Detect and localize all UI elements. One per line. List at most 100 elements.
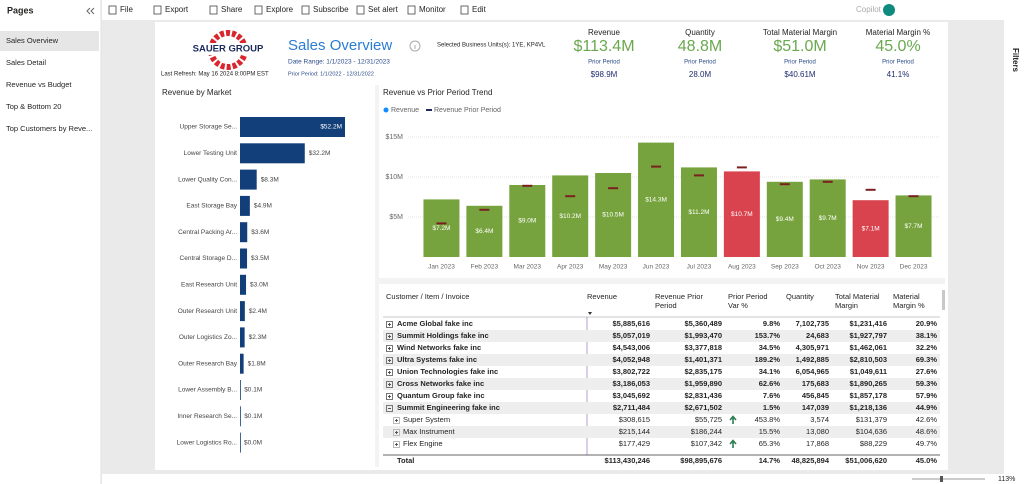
value-label: $10.5M	[602, 212, 624, 219]
toolbar-icon[interactable]	[407, 5, 416, 15]
zoom-level: 113%	[998, 476, 1015, 483]
value-label: $9.4M	[776, 216, 794, 223]
table-cell: $1,890,265	[849, 379, 887, 388]
table-cell: $215,144	[618, 427, 650, 436]
column-header[interactable]: Revenue Prior Period	[655, 292, 703, 310]
category-label: East Storage Bay	[186, 203, 237, 210]
page-link[interactable]: Sales Detail	[6, 58, 46, 67]
table-cell: 7.6%	[762, 391, 780, 400]
toolbar-item[interactable]: File	[120, 5, 133, 14]
category-label: Lower Testing Unit	[184, 150, 238, 157]
toolbar-item[interactable]: Export	[165, 5, 189, 14]
scrollbar	[942, 290, 945, 310]
table-cell: $5,360,489	[684, 319, 722, 328]
column-header[interactable]: Material Margin %	[893, 292, 925, 310]
page-link[interactable]: Top & Bottom 20	[6, 102, 61, 111]
page-link[interactable]: Top Customers by Reve...	[6, 124, 92, 133]
bar	[852, 200, 889, 257]
kpi-prior-label: Prior Period	[784, 60, 816, 66]
table-cell: 17,868	[806, 439, 829, 448]
bar	[240, 143, 305, 164]
bar	[809, 179, 846, 257]
expander[interactable]	[386, 405, 393, 412]
expander[interactable]	[393, 441, 400, 448]
x-tick-label: Dec 2023	[900, 264, 928, 271]
row-background	[383, 354, 940, 366]
toolbar-icon[interactable]	[254, 5, 263, 15]
table-cell: 44.9%	[915, 403, 937, 412]
info-icon[interactable]	[409, 40, 421, 52]
expander[interactable]	[393, 429, 400, 436]
table-cell: $131,379	[855, 415, 887, 424]
value-label: $1.8M	[248, 360, 266, 367]
expander[interactable]	[386, 345, 393, 352]
value-label: $7.2M	[432, 225, 450, 232]
table-cell: $2,810,503	[849, 355, 887, 364]
expander[interactable]	[386, 369, 393, 376]
bar	[240, 248, 248, 269]
bar	[723, 171, 760, 257]
table-cell: 453.8%	[754, 415, 780, 424]
table-cell: $1,231,416	[849, 319, 887, 328]
filters-label[interactable]: Filters	[1011, 48, 1020, 73]
table-cell: $5,885,616	[612, 319, 650, 328]
pages-pane	[0, 0, 101, 484]
category-label: Upper Storage Se...	[180, 124, 238, 131]
table-cell: $4,543,006	[612, 343, 650, 352]
toolbar-item[interactable]: Set alert	[368, 5, 399, 14]
expander[interactable]	[386, 381, 393, 388]
value-label: $0.0M	[244, 439, 262, 446]
expander[interactable]	[386, 321, 393, 328]
column-header[interactable]: Prior Period Var %	[728, 292, 768, 310]
row-background	[383, 330, 940, 342]
collapse-icon[interactable]	[90, 7, 95, 15]
toolbar-icon[interactable]	[460, 5, 469, 15]
filters-pane	[1004, 20, 1024, 474]
expander[interactable]	[386, 393, 393, 400]
toolbar-icon[interactable]	[108, 5, 117, 15]
toolbar-icon[interactable]	[209, 5, 218, 15]
expander[interactable]	[393, 417, 400, 424]
toolbar-item[interactable]: Subscribe	[313, 5, 349, 14]
kpi-value: $113.4M	[573, 38, 634, 55]
x-tick-label: Jul 2023	[687, 264, 712, 271]
bar	[240, 222, 248, 243]
pages-title: Pages	[7, 5, 34, 15]
bar	[240, 380, 241, 400]
category-label: Lower Quality Con...	[178, 176, 237, 183]
row-label: Super System	[403, 415, 451, 424]
page-link[interactable]: Revenue vs Budget	[6, 80, 72, 89]
toolbar-item[interactable]: Share	[221, 5, 243, 14]
expander[interactable]	[386, 333, 393, 340]
expander[interactable]	[386, 357, 393, 364]
value-label: $7.1M	[862, 225, 880, 232]
toolbar-icon[interactable]	[356, 5, 365, 15]
kpi-prior: $40.61M	[784, 70, 815, 79]
refresh-icon[interactable]	[883, 4, 895, 16]
table-cell: $2,831,436	[684, 391, 722, 400]
table-cell: 57.9%	[915, 391, 937, 400]
x-tick-label: Apr 2023	[557, 264, 584, 271]
toolbar-icon[interactable]	[301, 5, 310, 15]
value-label: $52.2M	[320, 124, 342, 131]
toolbar-item[interactable]: Monitor	[419, 5, 446, 14]
category-label: Central Packing Ar...	[178, 229, 237, 236]
toolbar-icon[interactable]	[153, 5, 162, 15]
collapse-icon[interactable]	[86, 7, 91, 15]
value-label: $3.5M	[251, 255, 269, 262]
copilot[interactable]: Copilot	[856, 5, 882, 14]
column-header[interactable]: Revenue	[587, 292, 618, 301]
toolbar-item[interactable]: Explore	[266, 5, 294, 14]
row-label: Max Instrument	[403, 427, 455, 436]
bar	[595, 173, 632, 257]
table-cell: 38.1%	[915, 331, 937, 340]
toolbar-item[interactable]: Edit	[472, 5, 487, 14]
legend-label: Revenue Prior Period	[434, 107, 501, 114]
column-header[interactable]: Quantity	[786, 292, 814, 301]
table-cell: $2,835,175	[684, 367, 722, 376]
zoom-thumb[interactable]	[940, 476, 943, 482]
page-link[interactable]: Sales Overview	[6, 36, 59, 45]
column-header[interactable]: Customer / Item / Invoice	[386, 292, 470, 301]
column-header[interactable]: Total Material Margin	[835, 292, 880, 310]
